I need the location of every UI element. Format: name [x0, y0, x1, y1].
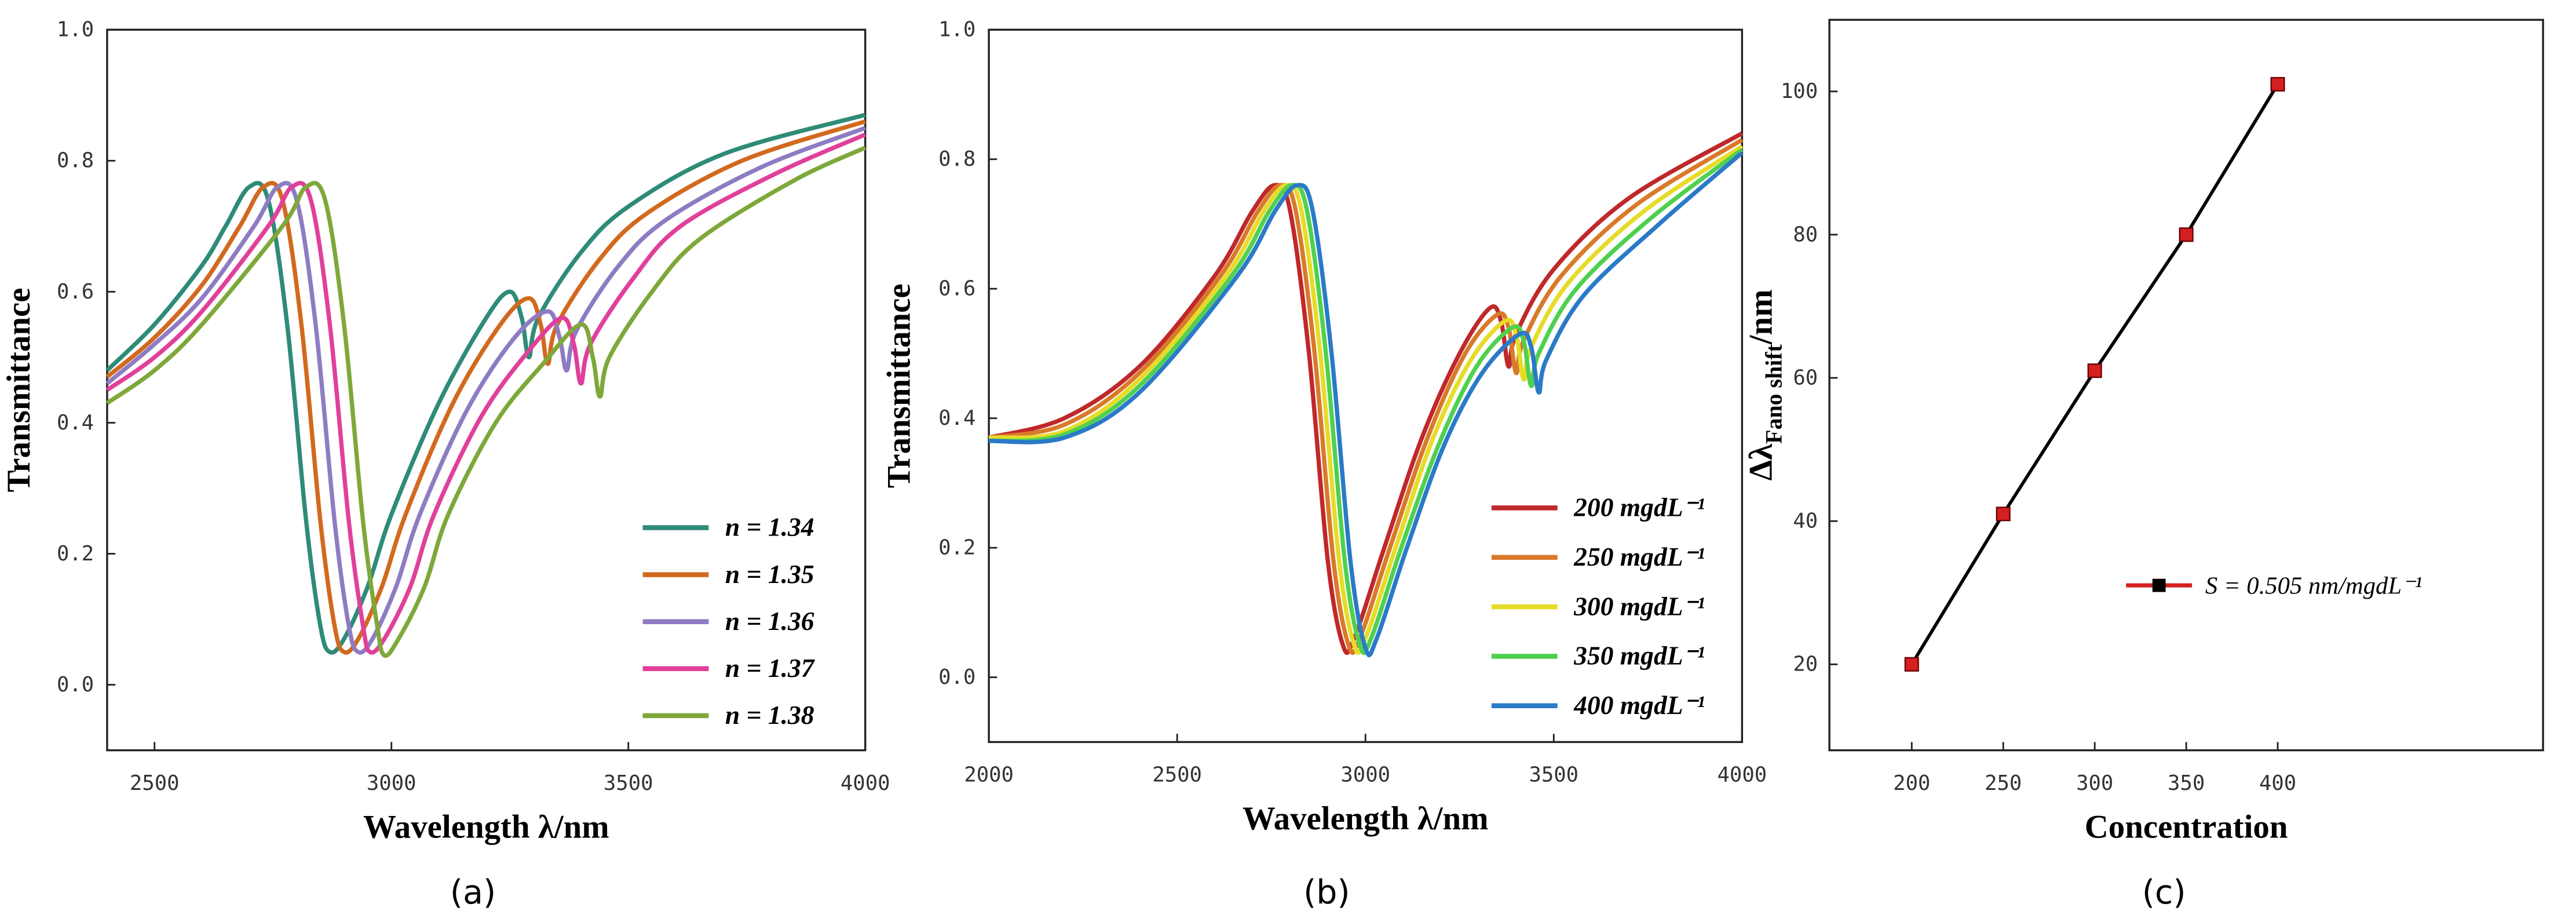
- point: [2179, 227, 2194, 242]
- legend-label: n = 1.37: [725, 653, 816, 683]
- x-tick-label: 250: [1985, 771, 2022, 795]
- legend-label: n = 1.38: [725, 700, 814, 730]
- y-tick-label: 0.6: [57, 280, 94, 304]
- x-tick-label: 2000: [964, 763, 1014, 787]
- x-tick-label: 200: [1893, 771, 1930, 795]
- x-tick-label: 400: [2259, 771, 2296, 795]
- x-tick-label: 3500: [604, 771, 653, 795]
- legend-label: n = 1.34: [725, 512, 814, 542]
- legend-label: 250 mgdL⁻¹: [1573, 542, 1705, 571]
- legend-label: n = 1.36: [725, 606, 814, 636]
- y-tick-label: 60: [1793, 366, 1818, 389]
- series-line: [988, 151, 1744, 658]
- y-axis-label: Transmittance: [1, 287, 37, 492]
- y-tick-label: 0.2: [938, 536, 975, 560]
- point: [2087, 363, 2102, 378]
- legend-label: 300 mgdL⁻¹: [1573, 591, 1705, 621]
- y-tick-label: 0.6: [938, 277, 975, 301]
- y-axis-label-sub: Fano shift: [1762, 344, 1787, 444]
- x-axis-label: Wavelength λ/nm: [1243, 800, 1489, 837]
- y-axis-label: ΔλFano shift/nm: [1743, 289, 1787, 480]
- x-tick-label: 2500: [130, 771, 180, 795]
- y-tick-label: 1.0: [57, 18, 94, 42]
- x-tick-label: 350: [2168, 771, 2205, 795]
- y-axis-label: Transmittance: [881, 283, 918, 488]
- panel-label: (b): [1303, 873, 1350, 912]
- series-line: [105, 119, 866, 655]
- legend-label: S = 0.505 nm/mgdL⁻¹: [2205, 572, 2422, 599]
- x-tick-label: 2500: [1152, 763, 1202, 787]
- y-tick-label: 0.0: [57, 673, 94, 697]
- legend-label: 400 mgdL⁻¹: [1573, 690, 1705, 720]
- x-tick-label: 3500: [1529, 763, 1579, 787]
- y-tick-label: 40: [1793, 509, 1818, 533]
- x-tick-label: 300: [2076, 771, 2113, 795]
- y-tick-label: 80: [1793, 223, 1818, 246]
- legend-label: 200 mgdL⁻¹: [1573, 493, 1705, 522]
- series-line: [988, 144, 1744, 655]
- x-axis-label: Concentration: [2085, 808, 2288, 845]
- panel-label: (a): [450, 873, 496, 912]
- x-tick-label: 3000: [1340, 763, 1390, 787]
- point: [1904, 657, 1919, 672]
- y-tick-label: 0.8: [57, 149, 94, 173]
- y-tick-label: 0.4: [57, 411, 94, 435]
- legend-marker: [2152, 578, 2166, 592]
- y-tick-label: 1.0: [938, 18, 975, 42]
- series-line: [105, 132, 867, 655]
- y-tick-label: 100: [1781, 79, 1818, 103]
- series-line: [105, 126, 867, 655]
- y-tick-label: 0.2: [57, 542, 94, 566]
- series-line: [105, 112, 866, 655]
- x-tick-label: 4000: [841, 771, 890, 795]
- y-axis-label-suffix: /nm: [1743, 289, 1780, 345]
- y-tick-label: 0.0: [938, 665, 975, 689]
- series-line: [105, 145, 867, 658]
- y-tick-label: 0.8: [938, 147, 975, 171]
- legend-label: 350 mgdL⁻¹: [1573, 641, 1705, 671]
- y-tick-label: 20: [1793, 653, 1818, 676]
- y-tick-label: 0.4: [938, 406, 975, 430]
- plot-frame: [1828, 19, 2544, 752]
- x-tick-label: 4000: [1718, 763, 1767, 787]
- point: [2270, 76, 2285, 92]
- x-tick-label: 3000: [367, 771, 416, 795]
- point: [1996, 507, 2011, 522]
- y-axis-label-main: Δλ: [1743, 443, 1780, 481]
- x-axis-label: Wavelength λ/nm: [363, 808, 609, 845]
- panel-label: (c): [2142, 873, 2186, 912]
- legend-label: n = 1.35: [725, 559, 814, 589]
- plot-frame: [106, 28, 867, 752]
